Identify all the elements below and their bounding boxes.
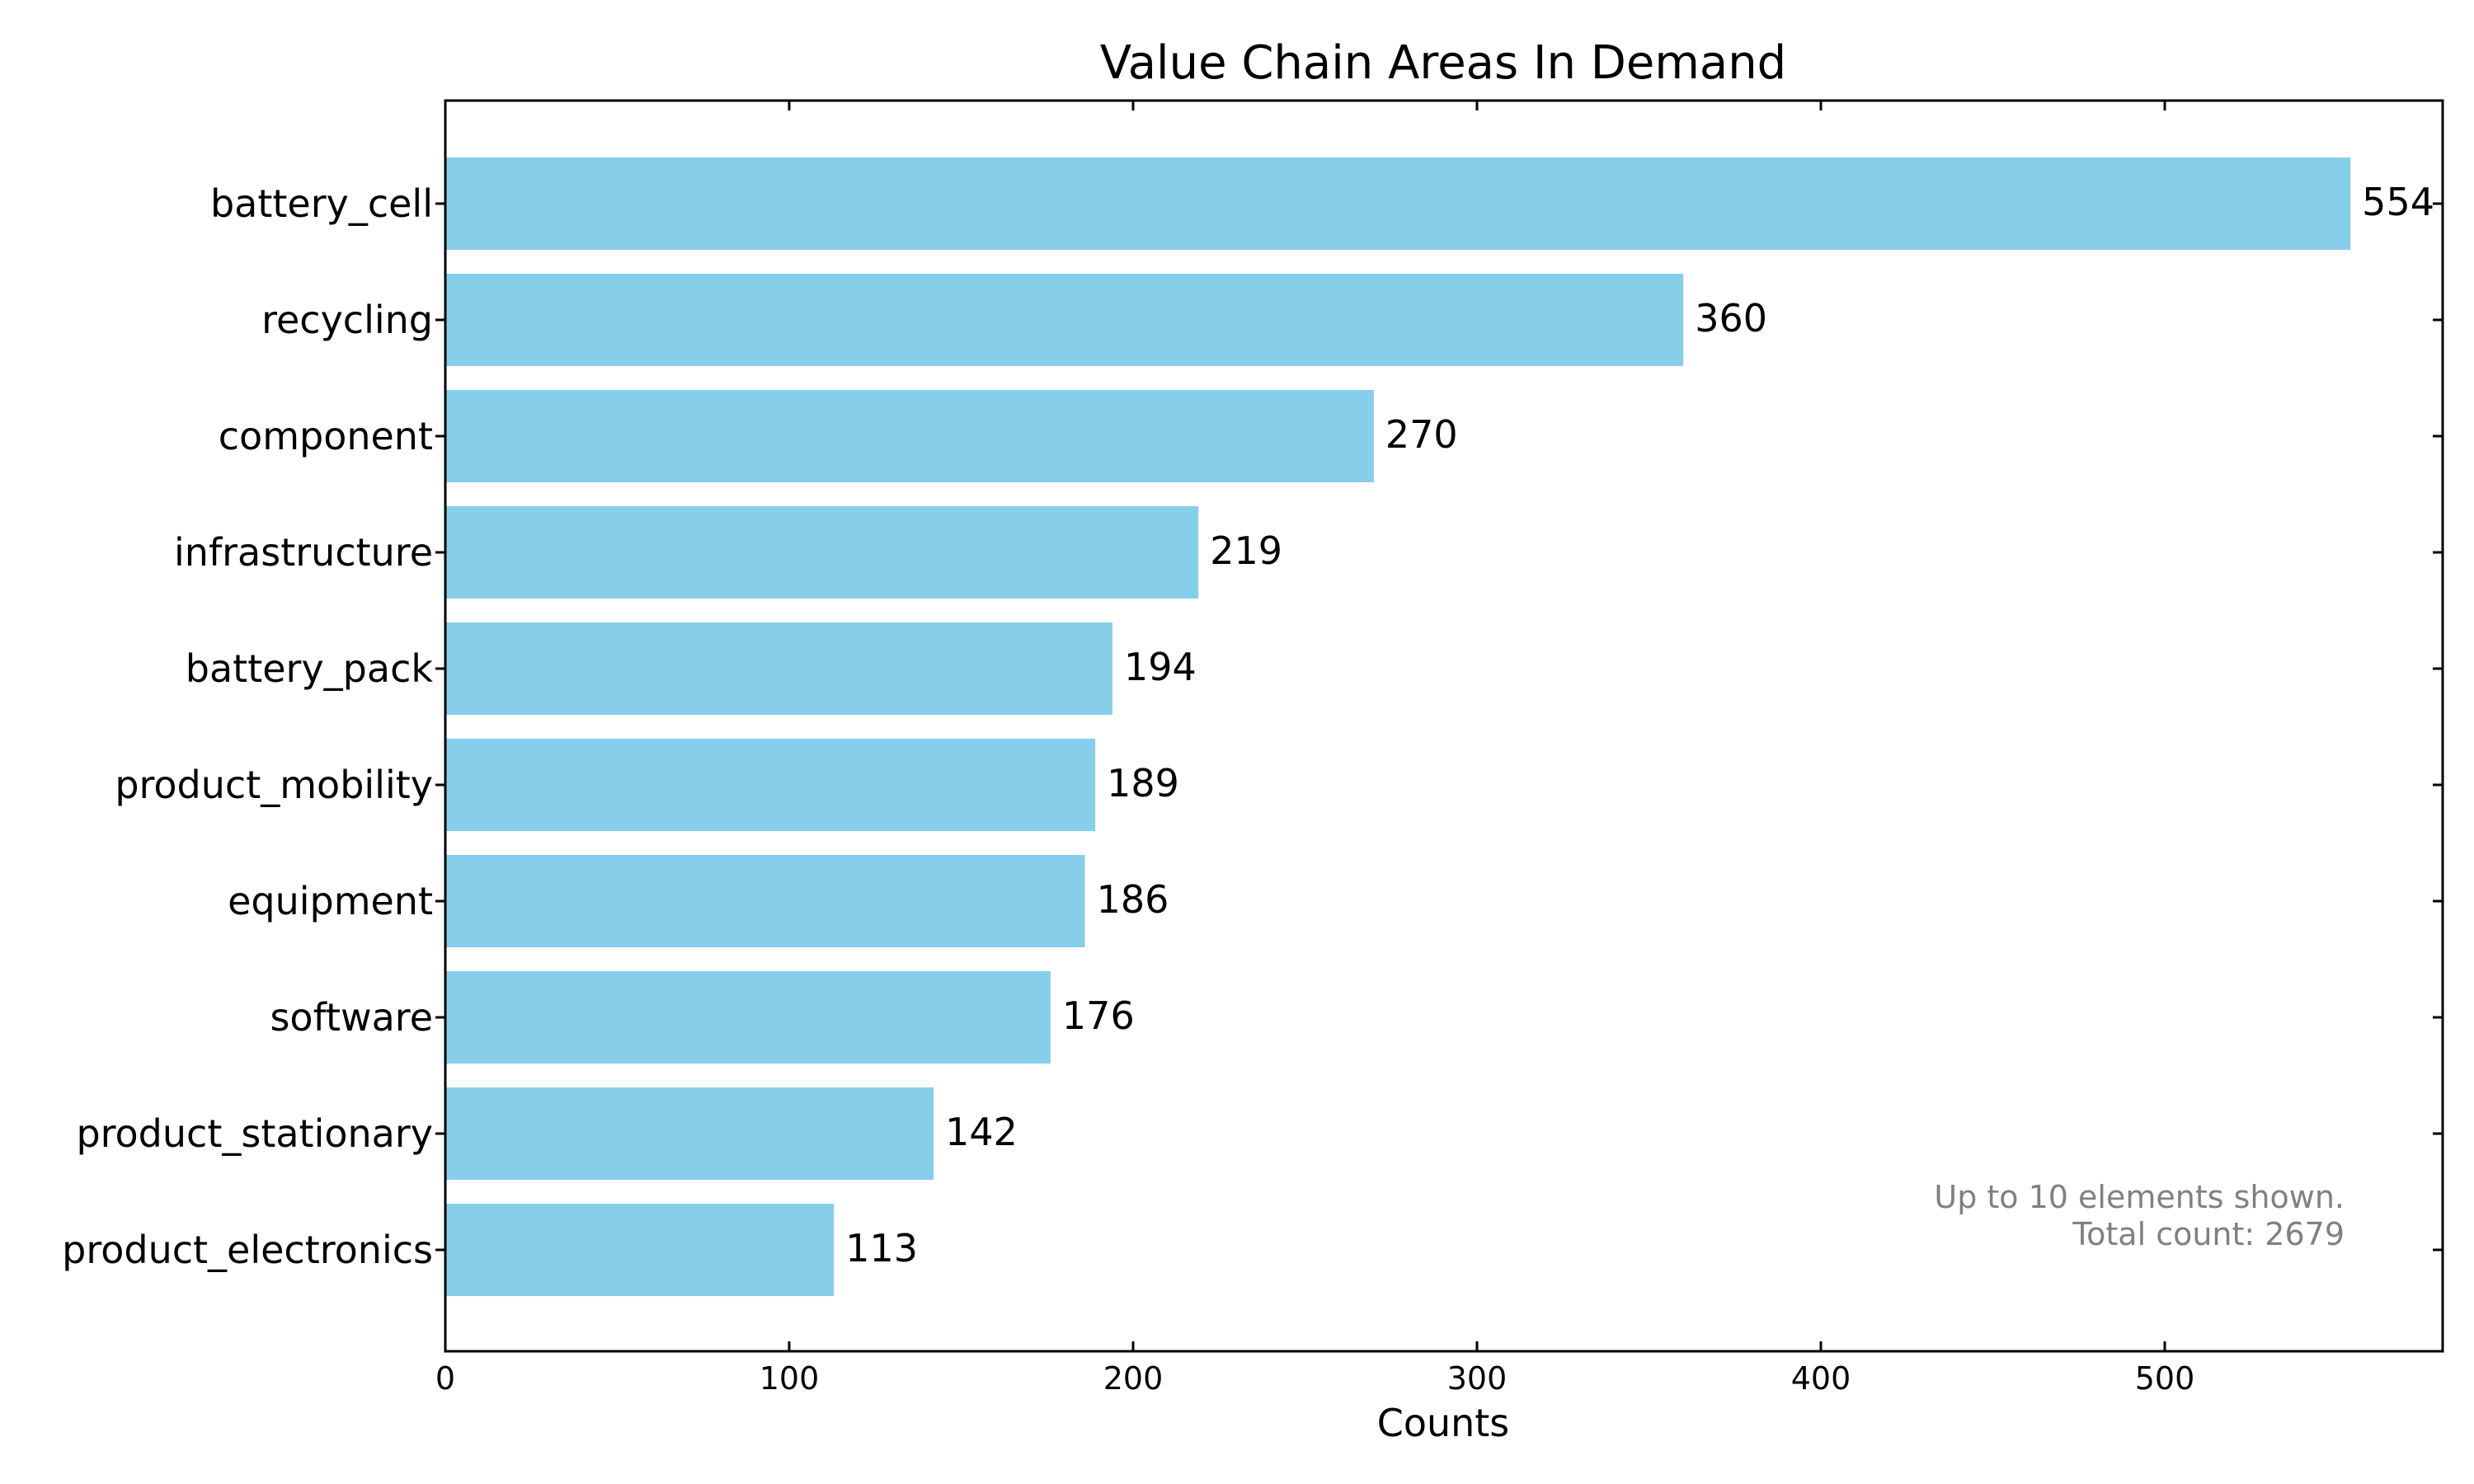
x-axis-ticks: 0 100 200 300 400 500 — [435, 101, 2194, 1397]
bar-equipment — [445, 855, 1085, 947]
x-axis-title: Counts — [1377, 1401, 1510, 1445]
category-label-product_mobility: product_mobility — [115, 763, 433, 807]
category-label-infrastructure: infrastructure — [174, 530, 433, 575]
x-tick-label-500: 500 — [2135, 1360, 2195, 1397]
bar-battery_cell — [445, 157, 2351, 250]
category-label-battery_cell: battery_cell — [210, 181, 433, 226]
bar-infrastructure — [445, 506, 1199, 599]
value-label-software: 176 — [1062, 993, 1135, 1038]
category-labels: battery_cell recycling component infrastruc… — [62, 181, 433, 1272]
value-label-equipment: 186 — [1097, 877, 1169, 922]
category-label-battery_pack: battery_pack — [186, 646, 434, 691]
x-tick-label-100: 100 — [760, 1360, 820, 1397]
value-label-battery_pack: 194 — [1124, 645, 1197, 689]
value-label-product_mobility: 189 — [1107, 761, 1179, 805]
value-label-recycling: 360 — [1695, 296, 1767, 340]
bars-group — [445, 157, 2351, 1296]
bar-component — [445, 390, 1374, 482]
bar-battery_pack — [445, 622, 1112, 715]
bar-recycling — [445, 274, 1684, 366]
category-label-software: software — [270, 995, 433, 1040]
bar-product_stationary — [445, 1087, 934, 1180]
annotation-line-1: Up to 10 elements shown. — [1934, 1179, 2345, 1215]
x-tick-label-200: 200 — [1103, 1360, 1164, 1397]
value-label-product_electronics: 113 — [845, 1226, 918, 1270]
category-label-recycling: recycling — [261, 298, 433, 342]
value-label-infrastructure: 219 — [1210, 528, 1282, 573]
y-tick-marks — [435, 202, 2443, 1252]
category-label-product_stationary: product_stationary — [76, 1111, 433, 1156]
category-label-equipment: equipment — [228, 879, 433, 923]
x-tick-label-300: 300 — [1447, 1360, 1507, 1397]
value-label-battery_cell: 554 — [2362, 180, 2434, 224]
bar-product_mobility — [445, 739, 1096, 831]
category-label-component: component — [219, 414, 433, 458]
annotation-line-2: Total count: 2679 — [2072, 1216, 2345, 1252]
value-label-product_stationary: 142 — [945, 1110, 1018, 1154]
plot-frame — [444, 99, 2444, 1353]
category-label-product_electronics: product_electronics — [62, 1228, 433, 1272]
bar-product_electronics — [445, 1204, 835, 1296]
value-labels-group: 554 360 270 219 194 189 186 176 142 113 — [845, 180, 2434, 1270]
x-tick-label-400: 400 — [1791, 1360, 1851, 1397]
x-tick-label-0: 0 — [435, 1360, 455, 1397]
value-label-component: 270 — [1385, 412, 1458, 457]
bar-software — [445, 971, 1051, 1064]
chart-title: Value Chain Areas In Demand — [1100, 36, 1786, 90]
